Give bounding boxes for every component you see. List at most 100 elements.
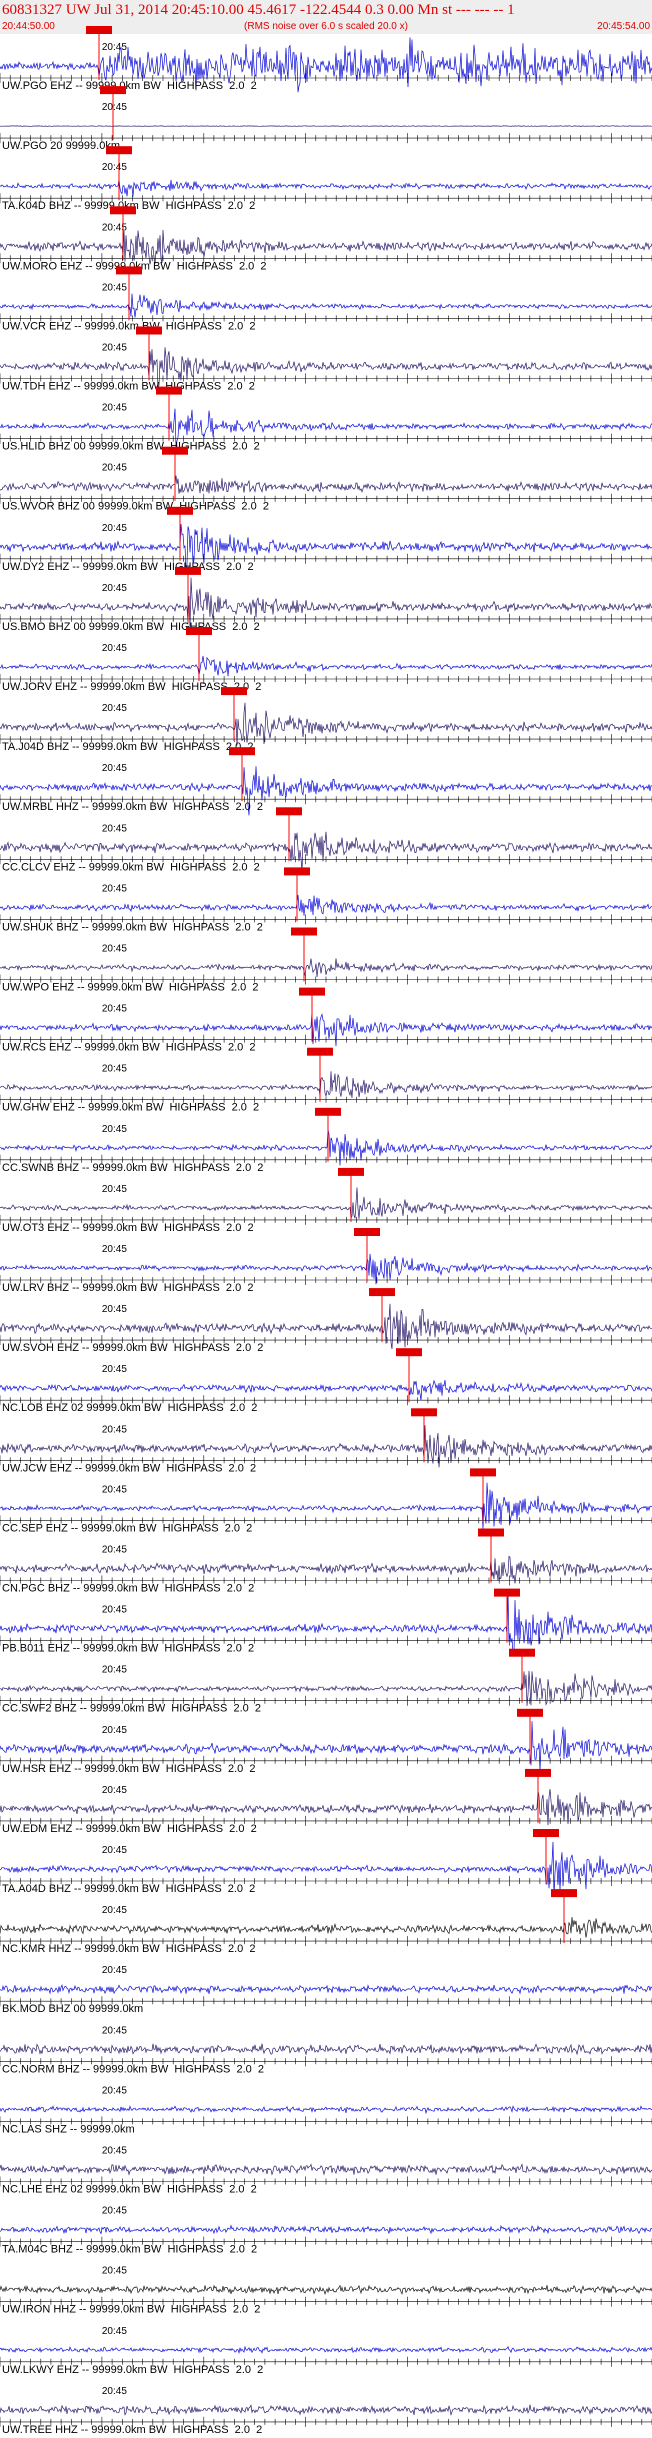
- time-ticks: [0, 1214, 652, 1225]
- waveform: [0, 179, 652, 197]
- pick-box: [221, 687, 247, 696]
- trace-time: 20:45: [102, 2085, 127, 2096]
- waveform: [0, 1721, 652, 1771]
- pick-box: [291, 927, 317, 936]
- trace-time: 20:45: [102, 102, 127, 113]
- trace-time: 20:45: [102, 823, 127, 834]
- waveform: [0, 2345, 652, 2355]
- trace-time: 20:45: [102, 1845, 127, 1856]
- trace-time: 20:45: [102, 2146, 127, 2157]
- waveform: [0, 1187, 652, 1220]
- pick-box: [175, 566, 201, 575]
- time-ticks: [0, 914, 652, 925]
- time-ticks: [0, 613, 652, 624]
- trace-time: 20:45: [102, 1184, 127, 1195]
- time-ticks: [0, 1515, 652, 1526]
- waveform: [0, 766, 652, 816]
- pick-box: [509, 1648, 535, 1657]
- pick-box: [276, 807, 302, 816]
- pick-box: [162, 446, 188, 455]
- trace-time: 20:45: [102, 222, 127, 233]
- trace-label: UW.SVOH EHZ -- 99999.0km BW HIGHPASS 2.0…: [2, 1342, 263, 1354]
- waveform: [0, 1129, 652, 1166]
- waveform: [0, 408, 652, 448]
- time-ticks: [0, 1034, 652, 1045]
- waveform: [0, 1841, 652, 1898]
- time-ticks: [0, 2056, 652, 2067]
- time-ticks: [0, 794, 652, 805]
- pick-box: [396, 1348, 422, 1357]
- pick-box: [315, 1107, 341, 1116]
- trace-label: UW.TREE HHZ -- 99999.0km BW HIGHPASS 2.0…: [2, 2424, 262, 2436]
- pick-box: [299, 987, 325, 996]
- trace-time: 20:45: [102, 1905, 127, 1916]
- trace-time: 20:45: [102, 162, 127, 173]
- time-ticks: [0, 373, 652, 384]
- trace-label: TA.K04D BHZ -- 99999.0km BW HIGHPASS 2.0…: [2, 200, 255, 212]
- trace-time: 20:45: [102, 1244, 127, 1255]
- pick-box: [106, 146, 132, 155]
- trace-label: TA.J04D BHZ -- 99999.0km BW HIGHPASS 2.0…: [2, 741, 253, 753]
- trace-label: PB.B011 EHZ -- 99999.0km BW HIGHPASS 2.0…: [2, 1643, 254, 1655]
- waveform: [0, 1071, 652, 1098]
- trace-label: CC.SWNB BHZ -- 99999.0km BW HIGHPASS 2.0…: [2, 1162, 263, 1174]
- trace-time: 20:45: [102, 1965, 127, 1976]
- waveform: [0, 1916, 652, 1938]
- trace-label: BK.MOD BHZ 00 99999.0km: [2, 2003, 143, 2015]
- time-ticks: [0, 974, 652, 985]
- waveform: [0, 1253, 652, 1285]
- trace-label: UW.SHUK BHZ -- 99999.0km BW HIGHPASS 2.0…: [2, 921, 263, 933]
- pick-box: [186, 627, 212, 635]
- time-ticks: [0, 133, 652, 144]
- trace-time: 20:45: [102, 2326, 127, 2337]
- trace-label: UW.LRV BHZ -- 99999.0km BW HIGHPASS 2.0 …: [2, 1282, 253, 1294]
- waveform: [0, 1011, 652, 1047]
- time-ticks: [0, 2176, 652, 2187]
- trace-label: US.HLID BHZ 00 99999.0km BW HIGHPASS 2.0…: [2, 441, 260, 453]
- trace-time: 20:45: [102, 2025, 127, 2036]
- pick-box: [369, 1288, 395, 1297]
- time-ticks: [0, 193, 652, 204]
- trace-label: US.WVOR BHZ 00 99999.0km BW HIGHPASS 2.0…: [2, 501, 269, 513]
- pick-box: [110, 206, 136, 215]
- trace-time: 20:45: [102, 463, 127, 474]
- waveform: [0, 229, 652, 265]
- time-ticks: [0, 2416, 652, 2427]
- time-ticks: [0, 1815, 652, 1826]
- waveform: [0, 1555, 652, 1584]
- trace-time: 20:45: [102, 2266, 127, 2277]
- pick-box: [116, 266, 142, 275]
- time-ticks: [0, 1154, 652, 1165]
- pick-box: [354, 1228, 380, 1236]
- trace-label: UW.JCW EHZ -- 99999.0km BW HIGHPASS 2.0 …: [2, 1462, 256, 1474]
- trace-label: CN.PGC BHZ -- 99999.0km BW HIGHPASS 2.0 …: [2, 1583, 254, 1595]
- trace-time: 20:45: [102, 1364, 127, 1375]
- waveform: [0, 1425, 652, 1468]
- trace-time: 20:45: [102, 1785, 127, 1796]
- trace-label: UW.OT3 EHZ -- 99999.0km BW HIGHPASS 2.0 …: [2, 1222, 254, 1234]
- trace-time: 20:45: [102, 703, 127, 714]
- time-ticks: [0, 73, 652, 83]
- waveform: [0, 1482, 652, 1529]
- trace-label: CC.NORM BHZ -- 99999.0km BW HIGHPASS 2.0…: [2, 2063, 264, 2075]
- waveform: [0, 475, 652, 494]
- trace-label: TA.M04C BHZ -- 99999.0km BW HIGHPASS 2.0…: [2, 2244, 257, 2256]
- trace-time: 20:45: [102, 1605, 127, 1616]
- waveform: [0, 1593, 652, 1655]
- time-ticks: [0, 1094, 652, 1105]
- trace-label: UW.EDM EHZ -- 99999.0km BW HIGHPASS 2.0 …: [2, 1823, 257, 1835]
- time-ticks: [0, 493, 652, 504]
- time-ticks: [0, 734, 652, 745]
- trace-time: 20:45: [102, 643, 127, 654]
- scale-note: (RMS noise over 6.0 s scaled 20.0 x): [244, 21, 408, 32]
- trace-time: 20:45: [102, 1665, 127, 1676]
- start-time: 20:44:50.00: [2, 21, 55, 32]
- trace-label: UW.HSR EHZ -- 99999.0km BW HIGHPASS 2.0 …: [2, 1763, 255, 1775]
- trace-label: CC.SWF2 BHZ -- 99999.0km BW HIGHPASS 2.0…: [2, 1703, 261, 1715]
- time-ticks: [0, 1936, 652, 1947]
- trace-time: 20:45: [102, 343, 127, 354]
- waveform: [0, 1984, 652, 1995]
- waveform: [0, 2284, 652, 2296]
- time-ticks: [0, 1996, 652, 2007]
- trace-label: NC.KMR HHZ -- 99999.0km BW HIGHPASS 2.0 …: [2, 1943, 255, 1955]
